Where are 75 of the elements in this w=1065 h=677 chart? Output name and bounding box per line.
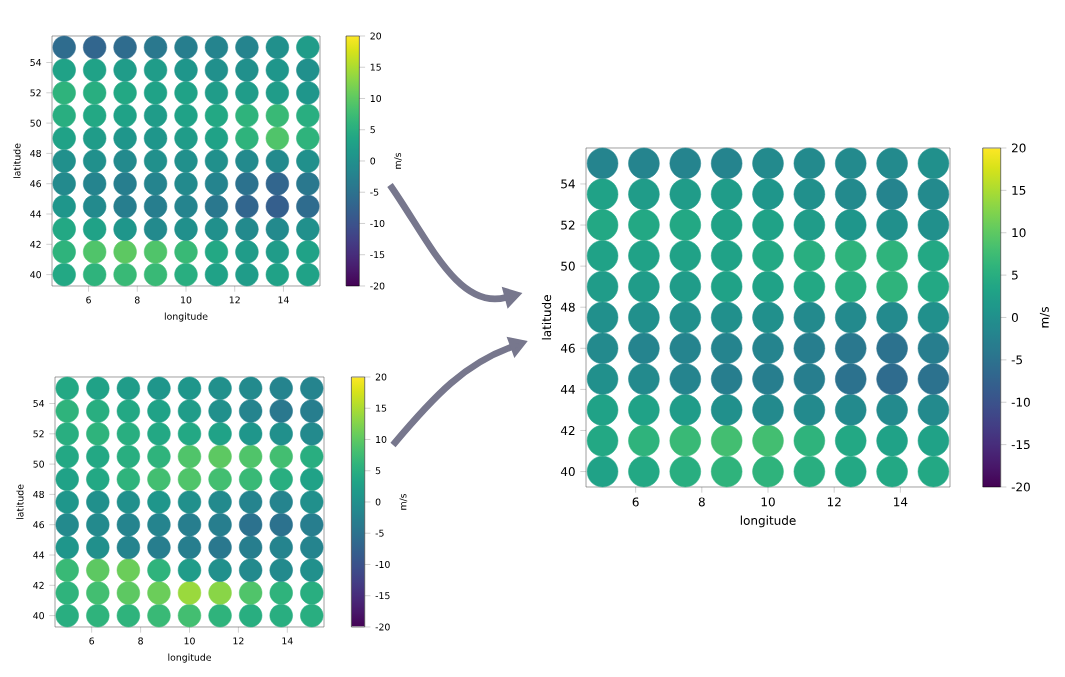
x-tick-label: 12	[229, 296, 240, 304]
y-tick-label: 44	[33, 551, 45, 559]
color-bar-label: 0	[1011, 312, 1018, 323]
color-bar-label: -20	[370, 282, 385, 290]
color-bar-label: -20	[375, 623, 390, 631]
color-bar-label: 5	[370, 126, 375, 134]
x-tick-label: 12	[233, 637, 244, 645]
y-tick-label: 44	[560, 385, 575, 394]
x-tick-label: 6	[89, 637, 95, 645]
x-tick-label: 14	[894, 497, 908, 507]
color-bar-label: 0	[370, 157, 376, 165]
x-tick-label: 14	[278, 296, 289, 304]
color-bar-label: 5	[1012, 270, 1018, 280]
y-axis-title: latitude	[13, 143, 21, 179]
y-tick-label: 52	[33, 430, 44, 438]
color-bar-title: m/s	[399, 493, 408, 510]
y-tick-label: 54	[33, 400, 45, 407]
y-tick-label: 48	[560, 302, 575, 312]
color-bar-label: -10	[375, 560, 390, 568]
y-axis-title: latitude	[16, 484, 24, 520]
y-tick-label: 46	[560, 343, 575, 353]
color-bar-label: -5	[375, 529, 384, 537]
y-tick-label: 40	[33, 612, 44, 620]
y-tick-label: 54	[561, 179, 575, 189]
color-bar-label: 10	[370, 94, 382, 103]
y-tick-label: 50	[30, 119, 41, 127]
x-tick-label: 10	[761, 497, 775, 507]
color-bar-label: 15	[370, 63, 381, 71]
y-tick-label: 48	[33, 490, 44, 498]
y-tick-label: 52	[30, 89, 41, 97]
y-tick-label: 50	[561, 261, 575, 271]
color-bar-label: 15	[376, 404, 387, 412]
color-bar-title: m/s	[394, 152, 402, 169]
color-bar-label: -15	[370, 251, 385, 259]
color-bar-label: 10	[376, 435, 387, 444]
color-bar-label: -15	[375, 592, 390, 600]
color-bar-label: -5	[370, 188, 379, 196]
x-axis-title: longitude	[164, 312, 208, 322]
color-bar-label: -20	[1011, 482, 1030, 492]
y-axis-title: latitude	[541, 295, 552, 340]
x-tick-label: 8	[138, 637, 143, 645]
y-tick-label: 46	[30, 180, 42, 188]
x-tick-label: 6	[86, 296, 91, 304]
color-bar-label: 20	[370, 32, 382, 40]
color-bar-label: -15	[1011, 440, 1030, 450]
color-bar-label: -10	[1011, 397, 1030, 407]
y-tick-label: 52	[561, 220, 575, 230]
x-tick-label: 10	[181, 296, 192, 304]
color-bar-label: 10	[1012, 228, 1026, 238]
x-tick-label: 8	[134, 296, 140, 304]
color-bar-title: m/s	[1039, 307, 1050, 328]
x-tick-label: 12	[827, 497, 841, 507]
y-tick-label: 48	[30, 149, 41, 157]
color-bar-label: -10	[370, 219, 385, 228]
y-tick-label: 42	[30, 240, 41, 248]
color-bar-label: 15	[1012, 185, 1026, 195]
y-tick-label: 40	[560, 467, 575, 477]
y-tick-label: 42	[560, 426, 575, 435]
color-bar-label: 20	[1011, 143, 1026, 153]
x-tick-label: 6	[632, 497, 639, 507]
x-axis-title: longitude	[168, 653, 212, 663]
y-tick-label: 54	[30, 59, 42, 66]
y-tick-label: 40	[30, 271, 41, 279]
y-tick-label: 44	[30, 210, 42, 218]
x-tick-label: 10	[184, 637, 195, 645]
color-bar-label: 20	[375, 373, 387, 381]
y-tick-label: 42	[33, 581, 44, 589]
x-tick-label: 8	[698, 497, 705, 507]
color-bar-label: 5	[375, 467, 381, 475]
y-tick-label: 50	[33, 460, 44, 468]
color-bar-label: -5	[1011, 355, 1023, 365]
x-tick-label: 14	[282, 637, 293, 645]
y-tick-label: 46	[33, 521, 45, 529]
color-bar-label: 0	[375, 498, 381, 506]
x-axis-title: longitude	[740, 515, 796, 528]
